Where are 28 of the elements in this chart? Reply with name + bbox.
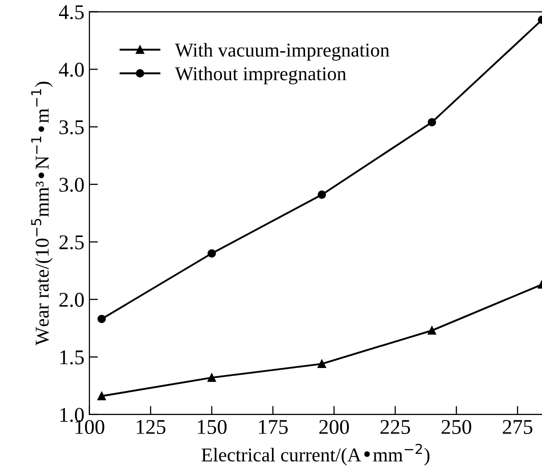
x-tick-label: 275 xyxy=(502,420,532,434)
x-tick-label: 125 xyxy=(136,420,166,434)
x-axis-title: Electrical current/(A•mm$^{−2}$) xyxy=(202,444,430,466)
point xyxy=(318,360,326,368)
point xyxy=(318,190,326,199)
point xyxy=(97,392,106,400)
y-tick-label: 3.0 xyxy=(60,178,84,192)
x-tick-label: 175 xyxy=(259,420,288,434)
legend-label: Without impregnation xyxy=(175,66,346,84)
y-tick-label: 4.5 xyxy=(58,5,84,20)
x-tick-label: 200 xyxy=(319,420,349,434)
x-tick-label: 150 xyxy=(198,420,227,434)
y-tick-label: 1.0 xyxy=(60,408,84,422)
legend-label: With vacuum-impregnation xyxy=(175,43,390,61)
y-tick-label: 4.0 xyxy=(58,62,84,77)
y-tick-label: 3.5 xyxy=(60,120,84,134)
y-axis-title: Wear rate/(10$^{−5}$mm³•N$^{−1}$•m$^{−1}$) xyxy=(31,82,53,346)
point xyxy=(97,314,106,324)
y-tick-label: 2.0 xyxy=(59,292,84,307)
y-tick-label: 2.5 xyxy=(59,235,84,250)
point xyxy=(428,326,436,335)
x-tick-label: 225 xyxy=(380,420,410,434)
point xyxy=(428,118,436,126)
point xyxy=(208,249,216,258)
x-tick-label: 100 xyxy=(76,420,104,434)
y-tick-label: 1.5 xyxy=(60,350,84,364)
x-tick-label: 250 xyxy=(442,420,472,434)
point xyxy=(208,373,216,382)
